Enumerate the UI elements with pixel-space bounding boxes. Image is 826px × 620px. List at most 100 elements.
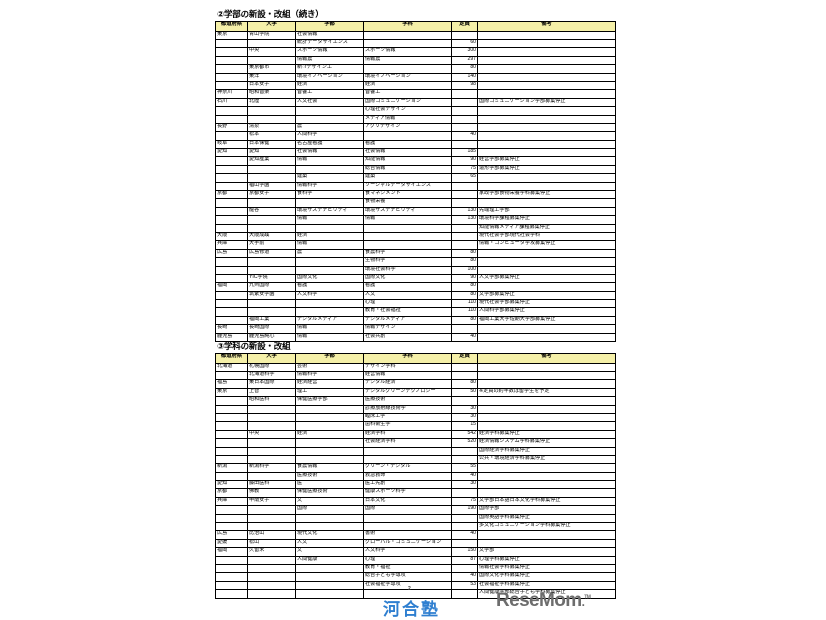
cell-faculty: 名古屋看護 [295, 139, 364, 150]
cell-capacity [451, 122, 478, 133]
cell-department: 心理社会デザイン [363, 106, 452, 116]
cell-university: 北海道科学 [247, 370, 296, 381]
cell-university [247, 307, 296, 317]
cell-prefecture: 新潟 [215, 463, 248, 473]
table-row: 公共・環境経済学科募集停止 [215, 454, 616, 465]
table-row: 長野 清泉農アグリデザイン [215, 122, 616, 133]
cell-prefecture: 愛知 [215, 480, 248, 490]
cell-faculty [295, 513, 364, 524]
cell-university [247, 572, 296, 582]
cell-department: アグリデザイン [363, 122, 452, 133]
cell-remarks: 経済学科募集停止 [477, 429, 616, 440]
cell-faculty: 経済経営 [295, 379, 364, 389]
cell-faculty: 社会情報 [295, 148, 364, 158]
cell-prefecture [215, 273, 248, 284]
table-row: 大阪 大阪成蹊 経済 現代社会学部現代社会学科 [215, 231, 616, 242]
cell-faculty: 環境イノベーション [295, 72, 364, 82]
cell-department: 心理 [363, 299, 452, 309]
table-row: 北海道科学 情報科学 経営情報 [215, 370, 616, 381]
cell-prefecture: 愛媛 [215, 538, 248, 549]
cell-faculty: 情報 [295, 240, 364, 250]
cell-prefecture: 長野 [215, 122, 248, 133]
table-row: 社会経済学科 520 経済情報システム学科募集停止 [215, 438, 616, 448]
cell-department: 診療放射線技術学 [363, 404, 452, 414]
cell-department [363, 131, 452, 141]
cell-capacity [451, 106, 478, 116]
table-row: 心理 110 現代社会学部募集停止 [215, 299, 616, 309]
cell-university: 椙山学園 [247, 181, 296, 192]
cell-faculty: 国際 [295, 505, 364, 515]
cell-capacity [451, 370, 478, 381]
table-row: 新潟 新潟科学 食農情報 グリーン・デジタル 55 [215, 463, 616, 473]
cell-faculty: 食科学 [295, 189, 364, 200]
cell-faculty: 新ीデザイン工 [295, 64, 364, 74]
cell-faculty: 文 [295, 496, 364, 507]
cell-faculty: 情報農 [295, 55, 364, 66]
cell-faculty: 情報 [295, 324, 364, 334]
table-row: 統計データサイエンス 60 [215, 38, 616, 49]
cell-university: 東日本国際 [247, 379, 296, 389]
cell-remarks: 国際コミュニケーション学部募集停止 [477, 97, 616, 108]
cell-department: 救急救命 [363, 471, 452, 482]
cell-department [363, 231, 452, 242]
cell-university [247, 454, 296, 465]
cell-university [247, 106, 296, 116]
cell-remarks: 文学部募集停止 [477, 290, 616, 301]
cell-remarks: 国際文化学科募集停止 [477, 572, 616, 582]
cell-prefecture [215, 421, 248, 431]
cell-capacity [451, 198, 478, 208]
cell-department: 臨床工学 [363, 412, 452, 423]
cell-prefecture [215, 290, 248, 301]
cell-remarks [477, 370, 616, 381]
cell-university: 佛教 [247, 488, 296, 498]
cell-remarks [477, 47, 616, 57]
cell-capacity [451, 324, 478, 334]
cell-faculty [295, 521, 364, 532]
cell-remarks [477, 257, 616, 267]
cell-university: 筑紫女学園 [247, 290, 296, 301]
cell-remarks [477, 72, 616, 82]
cell-prefecture [215, 307, 248, 317]
cell-department: 医療技術 [363, 396, 452, 406]
cell-department [363, 513, 452, 524]
cell-prefecture: 大阪 [215, 231, 248, 242]
cell-department: メディア情報 [363, 114, 452, 124]
cell-capacity: 30 [451, 480, 478, 490]
table-row: 人間健康 心理 87 心理学科募集停止 [215, 555, 616, 565]
cell-remarks [477, 530, 616, 540]
cell-university: 日本女子 [247, 80, 296, 91]
table-row: 国際英語学科募集停止 [215, 513, 616, 524]
cell-university [247, 299, 296, 309]
cell-capacity: 75 [451, 496, 478, 507]
cell-remarks [477, 148, 616, 158]
cell-university: 青山学院 [247, 30, 296, 41]
cell-capacity: 65 [451, 173, 478, 183]
cell-prefecture [215, 106, 248, 116]
cell-prefecture [215, 396, 248, 406]
table-row: 教育・社会福祉 110 人間科学部募集停止 [215, 307, 616, 317]
cell-prefecture: 東京 [215, 387, 248, 398]
table-row: 医療技術 救急救命 40 [215, 471, 616, 482]
cell-university: 九州国際 [247, 282, 296, 292]
cell-faculty: 情報科学 [295, 181, 364, 192]
table-row: 臨床工学 30 [215, 412, 616, 423]
cell-university: 松本 [247, 131, 296, 141]
cell-prefecture: 愛知 [215, 148, 248, 158]
cell-capacity [451, 223, 478, 233]
cell-remarks [477, 480, 616, 490]
table-row: 国際経済学科募集停止 [215, 446, 616, 456]
cell-remarks [477, 324, 616, 334]
cell-department [363, 38, 452, 49]
cell-capacity: 297 [451, 55, 478, 66]
cell-capacity: 190 [451, 505, 478, 515]
cell-capacity: 30 [451, 404, 478, 414]
table-row: 松本 人間科学 40 [215, 131, 616, 141]
cell-prefecture: 京都 [215, 488, 248, 498]
cell-department: グリーン・デジタル [363, 463, 452, 473]
cell-prefecture [215, 198, 248, 208]
cell-department: 環境イノベーション [363, 72, 452, 82]
table-row: 情報 情報 130 環境科学課程募集停止 [215, 215, 616, 225]
table-row: 石川 北陸 人文社会 国際コミュニケーション 国際コミュニケーション学部募集停止 [215, 97, 616, 108]
cell-prefecture: 長崎 [215, 324, 248, 334]
